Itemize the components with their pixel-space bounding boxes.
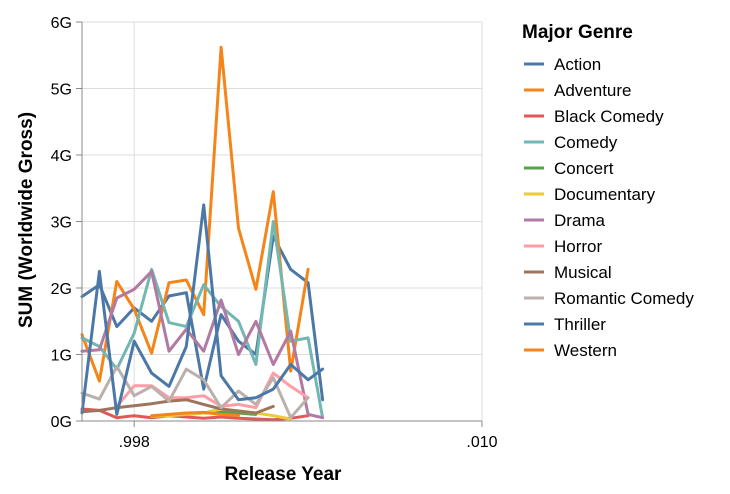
grid xyxy=(82,21,483,422)
series-line-musical xyxy=(80,398,275,415)
legend-item-label: Black Comedy xyxy=(554,107,664,126)
y-tick-label: 2G xyxy=(51,281,72,298)
legend-item-label: Adventure xyxy=(554,81,632,100)
series-line-adventure xyxy=(80,45,310,383)
legend-title: Major Genre xyxy=(522,22,633,43)
legend-item-label: Musical xyxy=(554,263,612,282)
series-line-action xyxy=(80,234,325,402)
legend-item-label: Romantic Comedy xyxy=(554,289,694,308)
legend-item-label: Drama xyxy=(554,211,606,230)
legend-item-label: Horror xyxy=(554,237,603,256)
legend-item-label: Concert xyxy=(554,159,614,178)
y-tick-label: 6G xyxy=(51,15,72,32)
legend: Major Genre Action Adventure Black Comedy C… xyxy=(522,22,694,360)
series-line-comedy xyxy=(80,220,325,420)
legend-item-label: Comedy xyxy=(554,133,618,152)
legend-item-label: Western xyxy=(554,341,617,360)
series-line-drama xyxy=(80,269,325,420)
x-axis-title: Release Year xyxy=(225,464,343,485)
y-axis-title: SUM (Worldwide Gross) xyxy=(16,112,37,328)
y-tick-label: 4G xyxy=(51,148,72,165)
series-line-romantic-comedy xyxy=(80,365,310,420)
x-tick-label: .998 xyxy=(119,434,150,451)
series-line-horror xyxy=(115,371,310,410)
series-line-black-comedy xyxy=(80,407,310,422)
y-tick-label: 3G xyxy=(51,215,72,232)
legend-item-label: Documentary xyxy=(554,185,656,204)
y-tick-label: 5G xyxy=(51,82,72,99)
series-line-western xyxy=(150,410,240,418)
series-line-thriller xyxy=(80,203,325,416)
legend-item-label: Action xyxy=(554,55,601,74)
legend-item-label: Thriller xyxy=(554,315,606,334)
x-tick-label: .010 xyxy=(466,434,497,451)
y-tick-label: 1G xyxy=(51,348,72,365)
series-lines xyxy=(80,45,325,422)
y-tick-label: 0G xyxy=(51,414,72,431)
axes: 0G 1G 2G 3G 4G 5G 6G .998 .010 xyxy=(51,15,498,451)
